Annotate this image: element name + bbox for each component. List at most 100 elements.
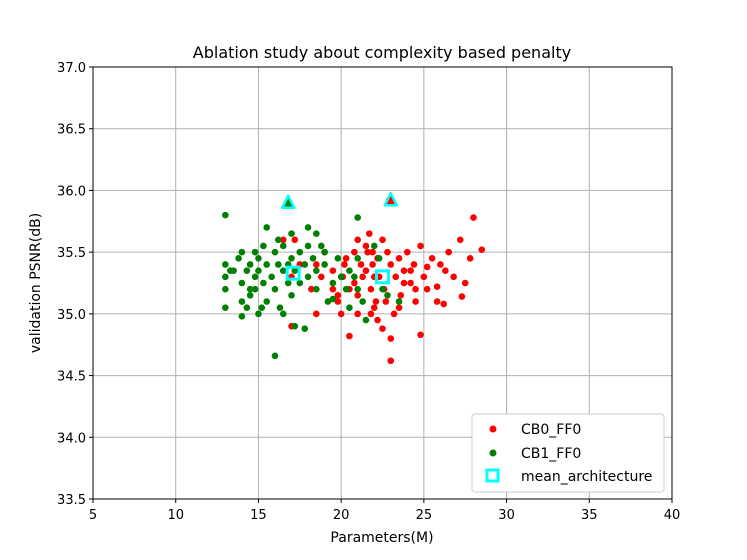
grid-lines [92,66,673,500]
point-cb1-ff0 [288,292,295,299]
point-cb1-ff0 [255,310,262,318]
point-cb0-ff0 [334,292,342,299]
point-cb0-ff0 [395,304,403,311]
point-cb0-ff0 [400,279,408,287]
point-cb0-ff0 [445,248,452,256]
point-cb0-ff0 [470,214,477,221]
point-cb1-ff0 [222,304,229,311]
point-cb0-ff0 [357,261,365,268]
point-cb1-ff0 [246,292,254,299]
mean-architecture-marker [375,269,390,285]
point-cb1-ff0 [238,279,246,287]
point-cb1-ff0 [271,352,279,360]
point-cb1-ff0 [268,273,275,281]
x-tick-label: 40 [664,508,681,523]
point-cb1-ff0 [263,224,271,231]
point-cb1-ff0 [251,273,259,281]
point-cb1-ff0 [291,322,299,330]
point-cb1-ff0 [222,211,229,219]
legend-marker-mean [485,468,500,483]
point-cb0-ff0 [478,246,486,253]
point-cb0-ff0 [410,261,418,268]
x-tick-label: 15 [250,508,267,523]
x-axis-label: Parameters(M) [330,530,433,546]
point-cb1-ff0 [255,267,262,274]
point-cb1-ff0 [222,285,229,293]
point-cb0-ff0 [450,273,457,281]
y-tick-label: 34.5 [57,370,86,385]
point-cb0-ff0 [466,255,474,262]
point-cb1-ff0 [260,242,267,250]
point-cb0-ff0 [461,279,469,287]
point-cb1-ff0 [246,285,254,293]
point-cb1-ff0 [274,261,282,268]
point-cb0-ff0 [308,285,315,293]
y-tick-label: 37.0 [57,61,86,76]
point-cb1-ff0 [354,285,361,293]
point-cb0-ff0 [387,335,395,342]
point-cb0-ff0 [384,248,391,256]
point-cb1-ff0 [271,285,279,293]
legend-marker-cb1 [489,449,497,457]
point-cb1-ff0 [313,267,320,274]
point-cb1-ff0 [291,267,299,274]
point-cb0-ff0 [365,230,373,237]
point-cb0-ff0 [334,298,342,305]
point-cb1-ff0 [238,313,246,320]
point-cb1-ff0 [370,242,378,250]
point-cb0-ff0 [341,261,348,268]
point-cb1-ff0 [354,255,361,262]
point-cb0-ff0 [407,267,414,274]
highlight-markers [280,192,399,285]
point-cb0-ff0 [412,285,419,293]
legend: CB0_FF0 CB1_FF0 mean_architecture [471,413,665,493]
point-cb0-ff0 [337,310,345,318]
point-cb1-ff0 [255,255,262,262]
point-cb1-ff0 [346,304,353,311]
point-cb1-ff0 [246,261,254,268]
y-tick-label: 36.5 [57,123,86,138]
point-cb1-ff0 [395,298,403,305]
point-cb1-ff0 [260,279,267,287]
point-cb0-ff0 [370,304,378,311]
y-tick-label: 36.0 [57,184,86,199]
point-cb0-ff0 [362,242,370,250]
point-cb1-ff0 [235,255,242,262]
point-cb1-ff0 [238,248,246,256]
point-cb0-ff0 [354,310,361,318]
point-cb0-ff0 [417,331,424,339]
point-cb0-ff0 [379,325,386,332]
point-cb1-ff0 [301,325,309,332]
point-cb0-ff0 [395,255,403,262]
legend-label-mean: mean_architecture [521,469,652,485]
point-cb0-ff0 [407,279,414,287]
point-cb1-ff0 [375,255,383,262]
point-cb1-ff0 [324,298,332,305]
legend-box [471,413,665,493]
point-cb0-ff0 [354,292,361,299]
point-cb1-ff0 [238,298,246,305]
point-cb1-ff0 [279,310,287,318]
x-tick-label: 35 [581,508,598,523]
point-cb0-ff0 [440,300,448,308]
point-cb0-ff0 [420,273,428,281]
point-cb0-ff0 [417,242,424,250]
point-cb0-ff0 [364,248,371,256]
point-cb1-ff0 [284,279,292,287]
point-cb1-ff0 [271,248,279,256]
data-points [222,197,486,365]
point-cb1-ff0 [346,267,353,274]
y-tick-label: 33.5 [57,493,86,508]
point-cb0-ff0 [423,263,431,271]
x-tick-label: 5 [89,508,97,523]
point-cb0-ff0 [382,298,390,305]
point-cb0-ff0 [317,273,325,281]
point-cb0-ff0 [329,285,337,293]
point-cb1-ff0 [251,285,259,293]
point-cb1-ff0 [222,273,229,281]
point-cb1-ff0 [321,261,328,268]
point-cb1-ff0 [258,304,266,311]
point-cb1-ff0 [359,298,366,305]
point-cb1-ff0 [243,267,251,274]
